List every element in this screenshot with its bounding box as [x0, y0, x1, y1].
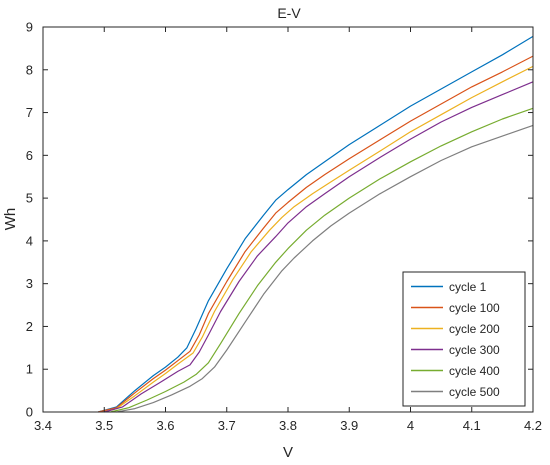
y-tick-label: 1 [26, 362, 33, 377]
y-tick-label: 6 [26, 148, 33, 163]
legend: cycle 1 cycle 100 cycle 200 cycle 300 cycle … [402, 271, 526, 407]
y-tick-label: 3 [26, 276, 33, 291]
legend-box [402, 271, 526, 407]
x-tick-label: 3.4 [34, 418, 52, 433]
x-axis-label: V [283, 444, 293, 461]
y-tick-label: 2 [26, 319, 33, 334]
series-line-6 [116, 124, 534, 413]
legend-label-4: cycle 300 [449, 343, 500, 357]
series-line-2 [97, 55, 534, 413]
x-tick-label: 3.6 [156, 418, 174, 433]
legend-label-5: cycle 400 [449, 364, 500, 378]
chart-title: E-V [277, 5, 301, 21]
series-line-3 [104, 65, 534, 413]
y-tick-label: 7 [26, 105, 33, 120]
legend-label-6: cycle 500 [449, 385, 500, 399]
x-tick-label: 4.2 [524, 418, 542, 433]
x-tick-label: 3.8 [279, 418, 297, 433]
series-line-1 [97, 35, 534, 413]
axis-ticks: 3.4 3.5 3.6 3.7 3.8 3.9 4 4.1 4.2 0 1 2 3 4 5 6 7 8 9 [26, 20, 542, 434]
legend-label-2: cycle 100 [449, 301, 500, 315]
y-tick-label: 5 [26, 191, 33, 206]
y-tick-label: 4 [26, 233, 33, 248]
legend-label-1: cycle 1 [449, 280, 487, 294]
series-lines [97, 35, 534, 413]
x-tick-label: 3.5 [95, 418, 113, 433]
y-tick-label: 0 [26, 405, 33, 420]
y-tick-label: 9 [26, 20, 33, 35]
x-tick-label: 3.7 [218, 418, 236, 433]
x-tick-label: 4.1 [463, 418, 481, 433]
legend-label-3: cycle 200 [449, 322, 500, 336]
x-tick-label: 3.9 [340, 418, 358, 433]
x-tick-label: 4 [407, 418, 414, 433]
y-axis-label: Wh [2, 208, 19, 231]
series-line-5 [110, 107, 534, 413]
series-line-4 [104, 81, 534, 413]
y-tick-label: 8 [26, 62, 33, 77]
